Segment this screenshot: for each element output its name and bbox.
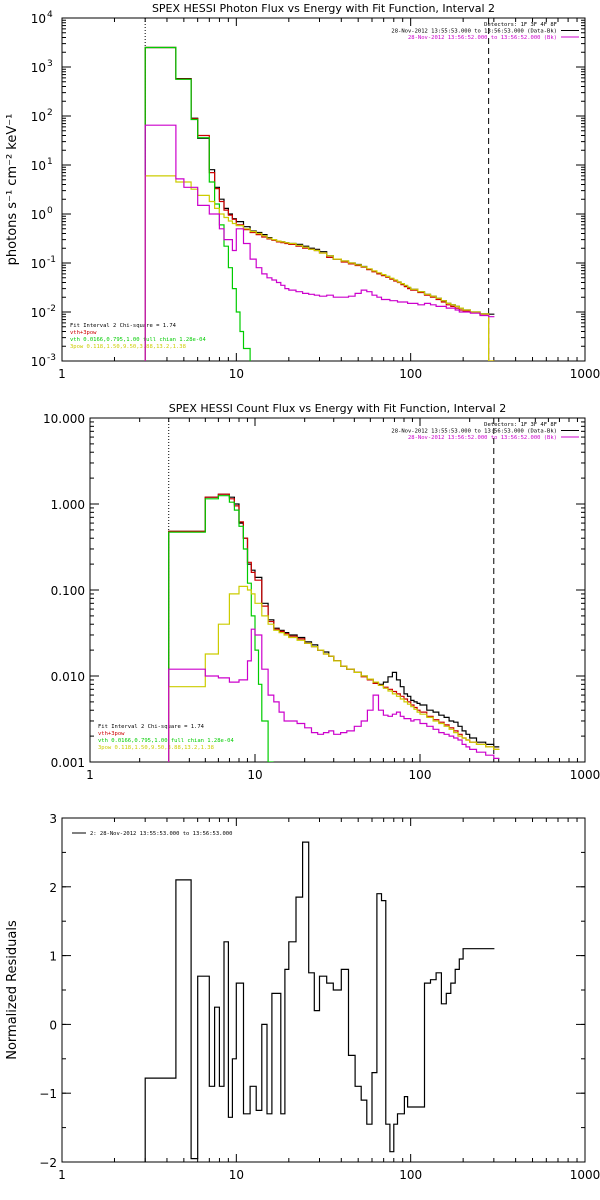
y-tick-label: 10 (31, 257, 46, 271)
y-tick-exponent: 3 (47, 59, 53, 69)
y-tick-label: 10 (31, 110, 46, 124)
x-tick-label: 10 (229, 367, 244, 381)
residuals-panel: Normalized Residuals 2: 28-Nov-2012 13:5… (5, 812, 600, 1182)
x-tick-label: 1000 (570, 768, 600, 782)
fit-text-line: vth 0.0166,0.795,1.00 full chian 1.28e-0… (70, 337, 206, 343)
fit-text-line: vth+3pow (98, 731, 125, 737)
header-line: Detectors: 1F 3F 4F 8F (484, 422, 557, 428)
fit-text-line: 3pow 0.118,1.50,9.50,3.88,13.2,1.38 (70, 344, 186, 350)
y-tick-label: 0.010 (51, 670, 85, 684)
y-tick-label: 10 (31, 306, 46, 320)
y-tick-exponent: -3 (47, 353, 56, 363)
y-tick-label: 2 (49, 881, 57, 895)
photon-flux-title: SPEX HESSI Photon Flux vs Energy with Fi… (152, 2, 495, 15)
y-tick-label: 10 (31, 208, 46, 222)
header-line: 28-Nov-2012 13:55:53.000 to 13:56:53.000… (391, 429, 557, 435)
y-tick-label: 10 (31, 159, 46, 173)
y-tick-label: 0.100 (51, 584, 85, 598)
x-tick-label: 1 (58, 367, 66, 381)
y-tick-label: 10 (31, 355, 46, 369)
x-tick-label: 10 (229, 1168, 244, 1182)
count-flux-panel: SPEX HESSI Count Flux vs Energy with Fit… (43, 402, 600, 782)
y-tick-label: 0.001 (51, 756, 85, 770)
fit-text-line: vth+3pow (70, 330, 97, 336)
x-tick-label: 10 (247, 768, 262, 782)
series-bk (168, 628, 500, 762)
series-bk (144, 124, 495, 361)
header-line: 28-Nov-2012 13:56:52.000 to 13:56:52.000… (408, 35, 557, 41)
y-tick-label: 10.000 (43, 412, 85, 426)
x-tick-label: 100 (399, 367, 422, 381)
y-tick-label: 1 (49, 950, 57, 964)
series-group (144, 841, 495, 1162)
photon-flux-fit-text: Fit Interval 2 Chi-square = 1.74vth+3pow… (70, 323, 206, 350)
y-tick-exponent: -1 (47, 255, 56, 265)
series-group (144, 46, 495, 361)
photon-flux-panel: SPEX HESSI Photon Flux vs Energy with Fi… (5, 2, 600, 381)
y-tick-exponent: 2 (47, 108, 53, 118)
y-tick-label: −2 (39, 1156, 57, 1170)
count-flux-fit-text: Fit Interval 2 Chi-square = 1.74vth+3pow… (98, 724, 234, 751)
y-tick-exponent: 1 (47, 157, 53, 167)
series-vth (168, 495, 274, 762)
series-3pow (168, 585, 500, 762)
series-3pow (144, 175, 495, 361)
y-tick-label: 1.000 (51, 498, 85, 512)
y-tick-label: 3 (49, 812, 57, 826)
header-line: Detectors: 1F 3F 4F 8F (484, 22, 557, 28)
count-flux-title: SPEX HESSI Count Flux vs Energy with Fit… (169, 402, 506, 415)
plot-frame (61, 17, 586, 362)
x-tick-label: 1 (86, 768, 94, 782)
x-tick-label: 1000 (570, 367, 600, 381)
y-tick-label: 10 (31, 61, 46, 75)
series-residuals (144, 841, 495, 1162)
plot-frame (61, 817, 586, 1163)
series-group (168, 493, 500, 762)
fit-text-line: vth 0.0166,0.795,1.00 full chian 1.28e-0… (98, 738, 234, 744)
photon-flux-ylabel: photons s⁻¹ cm⁻² keV⁻¹ (5, 114, 20, 266)
x-tick-label: 100 (409, 768, 432, 782)
y-tick-label: 0 (49, 1018, 57, 1032)
x-tick-label: 1 (58, 1168, 66, 1182)
y-tick-exponent: 4 (47, 10, 53, 20)
y-tick-exponent: -2 (47, 304, 56, 314)
fit-text-line: Fit Interval 2 Chi-square = 1.74 (98, 724, 205, 730)
header-line: 28-Nov-2012 13:55:53.000 to 13:56:53.000… (391, 29, 557, 35)
residuals-legend: 2: 28-Nov-2012 13:55:53.000 to 13:56:53.… (72, 831, 232, 837)
legend-label: 2: 28-Nov-2012 13:55:53.000 to 13:56:53.… (90, 831, 232, 837)
y-tick-label: −1 (39, 1087, 57, 1101)
y-tick-exponent: 0 (47, 206, 53, 216)
residuals-ylabel: Normalized Residuals (5, 920, 20, 1060)
header-line: 28-Nov-2012 13:56:52.000 to 13:56:52.000… (408, 435, 557, 441)
fit-text-line: Fit Interval 2 Chi-square = 1.74 (70, 323, 177, 329)
y-tick-label: 10 (31, 12, 46, 26)
x-tick-label: 1000 (570, 1168, 600, 1182)
fit-text-line: 3pow 0.118,1.50,9.50,3.88,13.2,1.38 (98, 745, 214, 751)
plot-frame (89, 417, 586, 763)
x-tick-label: 100 (399, 1168, 422, 1182)
